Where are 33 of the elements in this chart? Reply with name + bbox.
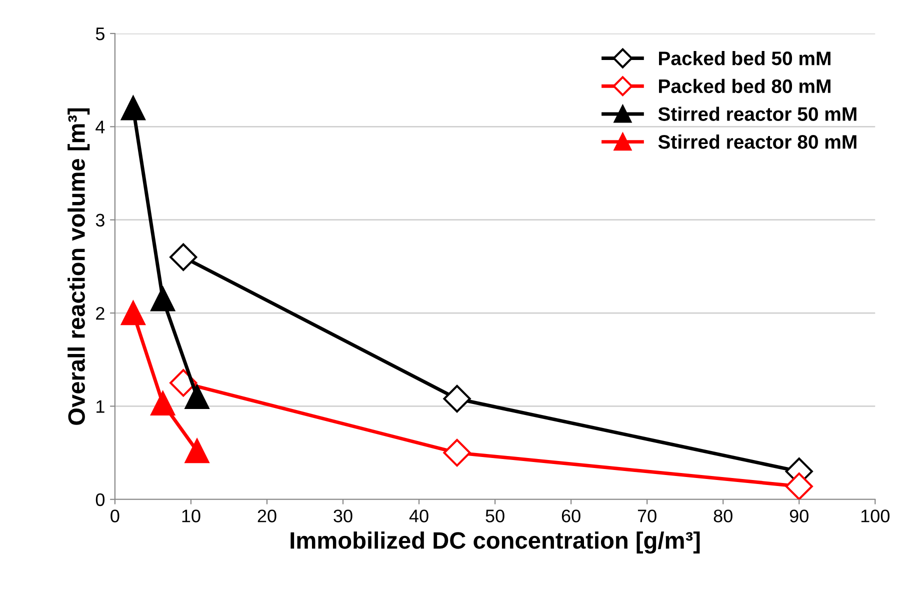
y-tick-label: 2	[96, 306, 104, 320]
y-tick-label: 0	[96, 493, 105, 506]
point	[184, 438, 210, 464]
legend-label: Stirred reactor 50 mM	[658, 106, 856, 121]
legend-label: Packed bed 80 mM	[659, 78, 830, 94]
point	[170, 243, 198, 271]
y-tick-label: 3	[96, 214, 104, 227]
x-tick-label: 50	[486, 510, 504, 522]
x-tick-label: 60	[562, 510, 580, 522]
x-tick-label: 90	[790, 510, 808, 522]
y-tick-label: 1	[96, 400, 104, 413]
point	[150, 391, 175, 416]
point	[443, 438, 471, 467]
y-tick-label: 5	[96, 28, 104, 40]
point	[443, 384, 471, 413]
x-tick-label: 20	[258, 510, 276, 522]
x-tick-label: 40	[409, 510, 428, 522]
x-axis-title: Immobilized DC concentration [g/m³]	[290, 531, 700, 554]
x-tick-label: 70	[638, 510, 656, 522]
x-tick-label: 0	[110, 510, 120, 522]
x-tick-label: 100	[861, 510, 890, 522]
x-tick-label: 30	[334, 510, 352, 522]
legend-label: Stirred reactor 80 mM	[658, 134, 856, 149]
point	[150, 286, 175, 312]
point	[121, 300, 146, 326]
point	[184, 384, 210, 410]
y-axis-title: Overall reaction volume [m³]	[68, 108, 90, 425]
y-tick-label: 4	[96, 120, 105, 134]
point	[785, 472, 813, 500]
point	[121, 96, 146, 120]
x-tick-label: 10	[182, 510, 200, 522]
legend-label: Packed bed 50 mM	[659, 50, 830, 66]
x-tick-label: 80	[714, 510, 732, 522]
